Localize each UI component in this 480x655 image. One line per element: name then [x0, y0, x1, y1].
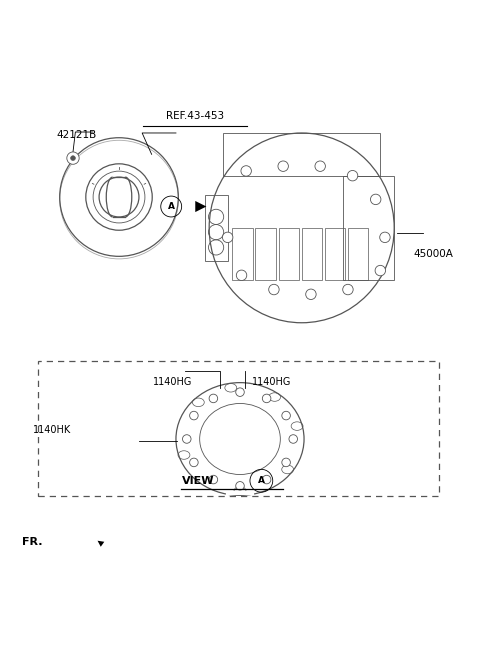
Circle shape [236, 481, 244, 490]
Bar [204, 195, 228, 261]
Text: FR.: FR. [22, 537, 42, 547]
Bar [255, 228, 276, 280]
Bar [38, 361, 439, 496]
Circle shape [190, 411, 198, 420]
Circle shape [269, 284, 279, 295]
Circle shape [209, 476, 217, 484]
Circle shape [236, 270, 247, 280]
Text: REF.43-453: REF.43-453 [166, 111, 224, 121]
Circle shape [209, 394, 217, 403]
Circle shape [67, 152, 79, 164]
Text: VIEW: VIEW [182, 476, 215, 486]
Circle shape [182, 435, 191, 443]
Circle shape [375, 265, 385, 276]
Circle shape [306, 289, 316, 299]
Circle shape [222, 232, 233, 242]
Circle shape [289, 435, 298, 443]
Text: 1140HG: 1140HG [153, 377, 192, 387]
Circle shape [343, 284, 353, 295]
Bar [232, 228, 252, 280]
Circle shape [380, 232, 390, 242]
Circle shape [241, 166, 252, 176]
Circle shape [71, 156, 75, 160]
Text: A: A [258, 476, 265, 485]
Bar [348, 228, 368, 280]
Text: 1140HK: 1140HK [33, 424, 72, 434]
Circle shape [278, 161, 288, 172]
Circle shape [282, 458, 290, 466]
Circle shape [263, 394, 271, 403]
Bar [223, 133, 380, 176]
Circle shape [282, 411, 290, 420]
Circle shape [236, 388, 244, 396]
Circle shape [348, 170, 358, 181]
Circle shape [263, 476, 271, 484]
Bar [278, 228, 299, 280]
Bar [325, 228, 345, 280]
Bar [343, 176, 394, 280]
Circle shape [190, 458, 198, 466]
Bar [301, 228, 322, 280]
Circle shape [371, 194, 381, 204]
Text: 45000A: 45000A [413, 249, 453, 259]
Text: A: A [168, 202, 175, 211]
Text: 1140HG: 1140HG [252, 377, 291, 387]
Text: 42121B: 42121B [56, 130, 96, 140]
Circle shape [315, 161, 325, 172]
